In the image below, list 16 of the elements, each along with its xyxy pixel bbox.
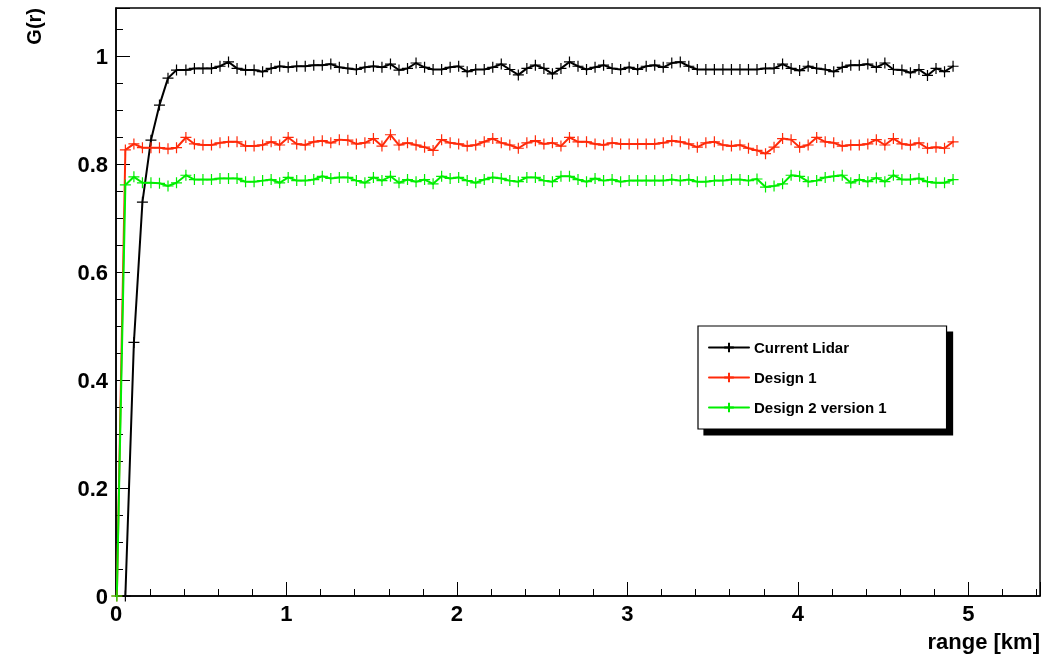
- x-axis-title: range [km]: [927, 628, 1040, 654]
- y-axis-title: G(r): [23, 8, 45, 45]
- y-tick-label: 0.6: [77, 259, 108, 285]
- y-tick-label: 0.2: [77, 475, 108, 501]
- legend-label: Design 2 version 1: [754, 399, 887, 416]
- y-tick-label: 0: [95, 583, 108, 609]
- y-tick-label: 1: [95, 44, 108, 70]
- legend-label: Design 1: [754, 369, 817, 386]
- x-tick-label: 2: [450, 600, 464, 626]
- legend-label: Current Lidar: [754, 339, 850, 356]
- x-tick-label: 3: [621, 600, 634, 626]
- y-tick-label: 0.8: [77, 151, 108, 177]
- x-tick-label: 1: [280, 600, 293, 626]
- y-tick-label: 0.4: [77, 367, 109, 393]
- x-tick-label: 4: [791, 600, 805, 626]
- x-tick-label: 5: [962, 600, 975, 626]
